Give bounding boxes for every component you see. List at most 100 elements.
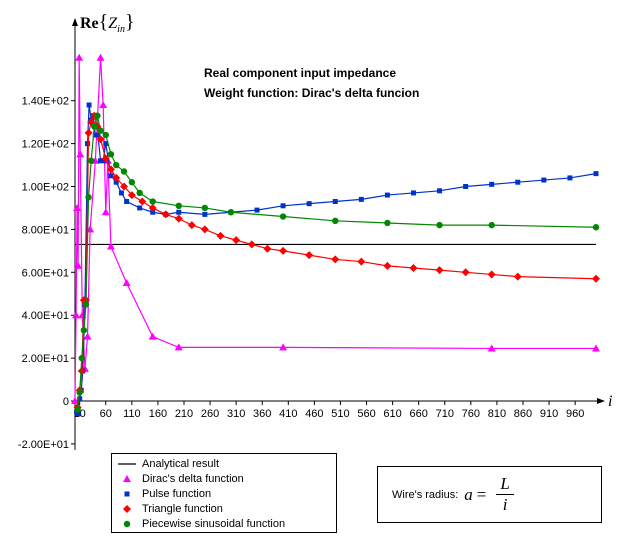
series-line [77, 115, 597, 410]
data-point-square [118, 190, 124, 196]
data-point-circle [82, 301, 90, 308]
data-point-triangle [487, 344, 496, 352]
data-point-diamond [247, 240, 256, 249]
data-point-diamond [331, 255, 340, 264]
data-point-square [358, 196, 364, 202]
y-tick-label: 2.00E+01 [22, 353, 69, 365]
y-tick-label: 6.00E+01 [22, 267, 69, 279]
legend-swatch-square [116, 488, 138, 500]
radius-annotation: Wire's radius: a = L i [377, 466, 602, 523]
data-point-diamond [279, 246, 288, 255]
y-tick-label: -2.00E+01 [18, 439, 69, 451]
data-point-triangle [73, 203, 82, 211]
data-point-diamond [263, 244, 272, 253]
data-point-diamond [96, 135, 105, 144]
data-point-square [593, 171, 599, 177]
data-point-square [384, 192, 390, 198]
data-point-square [176, 209, 182, 215]
data-point-diamond [127, 191, 136, 200]
data-point-circle [123, 520, 131, 527]
x-tick-label: 610 [383, 408, 401, 420]
data-point-square [95, 132, 101, 138]
data-point-diamond [123, 504, 131, 513]
data-point-circle [128, 179, 136, 186]
data-point-diamond [148, 203, 157, 212]
series-line [74, 57, 596, 402]
data-point-diamond [112, 173, 121, 182]
data-point-diamond [216, 231, 225, 240]
data-point-diamond [232, 236, 241, 245]
data-point-square [463, 184, 469, 189]
data-point-triangle [96, 53, 105, 61]
data-point-square [202, 211, 208, 217]
data-point-diamond [435, 266, 444, 275]
legend-item-dirac: Dirac's delta function [116, 471, 332, 486]
data-point-square [92, 132, 98, 138]
x-tick-label: 60 [100, 408, 112, 420]
data-point-circle [488, 221, 495, 229]
formula-fraction: L i [496, 474, 514, 515]
x-tick-label: 310 [227, 408, 245, 420]
data-point-triangle [101, 208, 110, 216]
y-tick-label: 1.20E+02 [22, 139, 69, 151]
data-point-circle [136, 189, 143, 197]
x-tick-label: 110 [123, 408, 141, 420]
formula-numerator: L [496, 474, 514, 495]
data-point-diamond [513, 272, 522, 281]
legend-swatch-diamond [116, 503, 138, 515]
data-point-square [113, 179, 119, 185]
x-tick-label: 210 [175, 408, 193, 420]
x-tick-label: 560 [357, 408, 375, 420]
data-point-circle [279, 213, 287, 220]
data-point-square [567, 175, 573, 181]
formula-lhs: a [464, 484, 473, 504]
y-tick-label: 8.00E+01 [22, 224, 69, 236]
data-point-square [437, 188, 443, 194]
legend-swatch-circle [116, 518, 138, 530]
data-point-diamond [305, 251, 314, 260]
data-point-circle [74, 406, 81, 413]
data-point-square [98, 158, 104, 164]
data-point-square [306, 201, 312, 207]
x-axis-arrow [597, 398, 605, 404]
legend-item-sinusoidal: Piecewise sinusoidal function [116, 516, 332, 531]
data-point-square [86, 102, 92, 108]
radius-formula: a = L i [464, 474, 514, 515]
legend-item-triangle: Triangle function [116, 501, 332, 516]
data-point-circle [227, 209, 235, 216]
data-point-diamond [383, 261, 392, 270]
y-tick-label: 1.00E+02 [22, 182, 69, 194]
x-tick-label: 160 [149, 408, 167, 420]
data-point-circle [107, 151, 115, 158]
data-point-square [77, 396, 83, 402]
data-point-circle [332, 217, 339, 225]
x-tick-label: 710 [436, 408, 454, 420]
data-point-diamond [357, 257, 366, 266]
x-tick-label: 760 [462, 408, 480, 420]
data-point-square [108, 173, 114, 179]
data-point-circle [91, 123, 98, 130]
data-point-diamond [101, 154, 110, 163]
data-point-circle [87, 157, 95, 164]
series-1 [71, 53, 600, 404]
y-tick-label: 1.40E+02 [22, 96, 69, 108]
x-axis-label: i [608, 393, 612, 410]
data-point-diamond [592, 274, 600, 283]
legend-swatch-graphic [123, 520, 131, 527]
data-point-square [75, 411, 81, 417]
data-point-triangle [123, 474, 131, 482]
x-tick-label: 510 [331, 408, 349, 420]
x-tick-label: 960 [566, 408, 584, 420]
data-point-circle [384, 219, 391, 227]
data-point-circle [436, 221, 443, 229]
data-point-diamond [174, 214, 183, 223]
data-point-square [124, 491, 130, 496]
tick-group: -2.00E+01 0 2.00E+01 4.00E+01 6.00E+01 8.00E+… [18, 96, 584, 451]
data-point-diamond [487, 270, 496, 279]
data-point-square [85, 141, 91, 147]
legend-swatch-line [116, 458, 138, 470]
data-point-triangle [83, 332, 92, 340]
y-axis-arrow [72, 18, 78, 26]
data-point-square [332, 199, 338, 205]
